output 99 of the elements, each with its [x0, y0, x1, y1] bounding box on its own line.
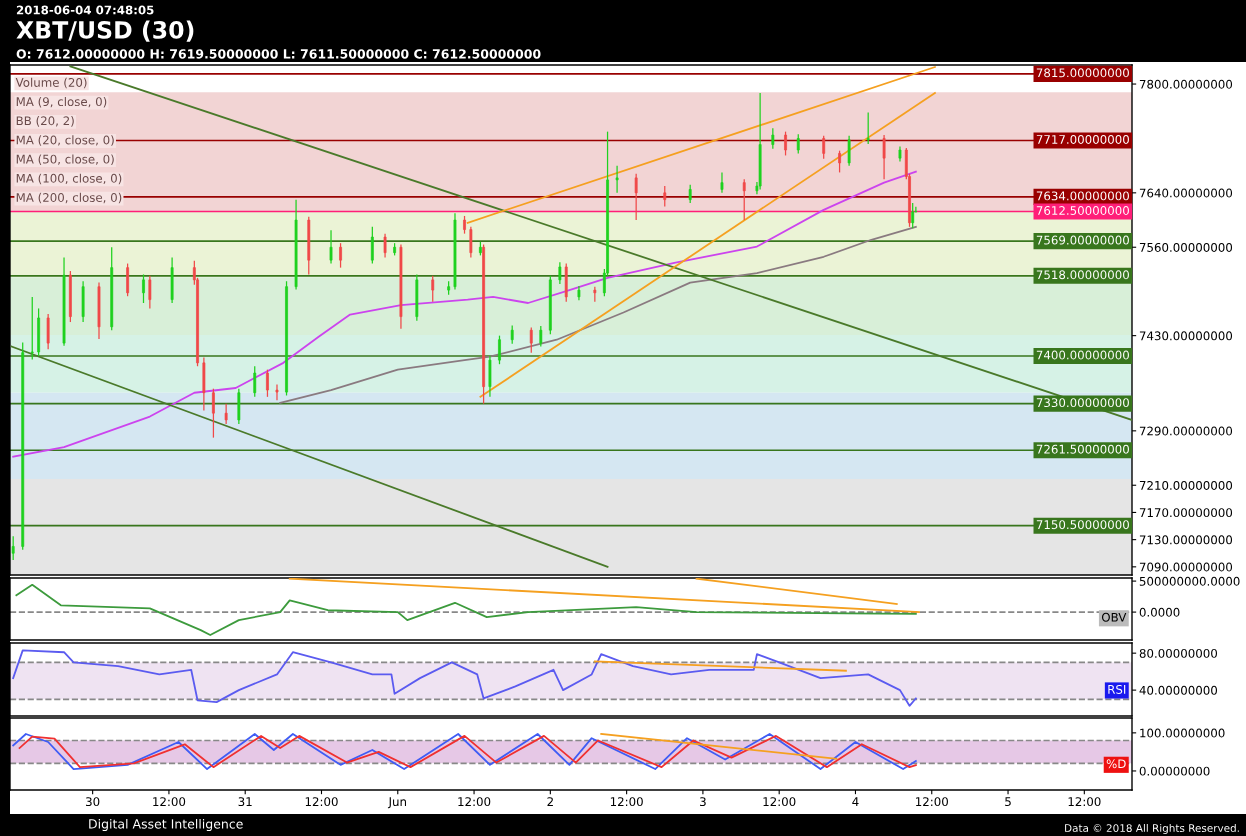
y-tick-label: 7210.00000000	[1139, 480, 1233, 490]
candlestick	[911, 202, 915, 229]
candlestick	[30, 296, 34, 361]
candlestick	[529, 326, 533, 354]
x-tick-label: 30	[86, 797, 100, 807]
y-tick-label: 80.00000000	[1139, 648, 1218, 658]
candlestick	[482, 243, 486, 405]
x-tick-label: 12:00	[305, 797, 338, 807]
chart-title: XBT/USD (30)	[16, 20, 194, 42]
x-tick-label: 5	[1005, 797, 1011, 807]
y-tick-label: 7640.00000000	[1139, 188, 1233, 198]
candlestick	[539, 325, 543, 348]
candlestick	[266, 369, 269, 398]
x-tick-label: 12:00	[458, 797, 491, 807]
candlestick	[838, 150, 841, 174]
candlestick	[479, 241, 482, 257]
candlestick	[11, 535, 15, 561]
x-tick-label: 12:00	[1068, 797, 1101, 807]
candlestick	[383, 233, 387, 259]
x-tick-label: 31	[238, 797, 252, 807]
candlestick	[866, 111, 870, 145]
line-series	[15, 583, 917, 636]
annotation: MA (50, close, 0)	[16, 154, 114, 165]
ref-line-label: 7518.00000000	[1036, 270, 1129, 280]
candlestick	[847, 135, 851, 167]
x-tick-label: 3	[700, 797, 706, 807]
candlestick	[615, 165, 619, 194]
chart-subtitle: O: 7612.00000000 H: 7619.50000000 L: 7611.50000000 C: 7612.50000000	[16, 49, 541, 59]
candlestick	[796, 133, 800, 155]
y-tick-label: 7430.00000000	[1139, 331, 1233, 341]
annotation: MA (9, close, 0)	[16, 96, 107, 108]
candlestick	[142, 273, 145, 304]
x-tick-label: 12:00	[916, 797, 948, 807]
annotation: OBV	[1101, 612, 1127, 622]
text: 2018-06-04 07:48:05	[16, 5, 154, 15]
y-tick-label: 7560.00000000	[1139, 242, 1233, 252]
x-tick-label: 12:00	[153, 797, 186, 807]
y-tick-label: 7290.00000000	[1139, 426, 1233, 436]
candlestick	[285, 280, 288, 397]
y-tick-label: 40.00000000	[1139, 685, 1218, 695]
y-tick-label: 0.00000000	[1139, 766, 1210, 776]
candlestick	[126, 262, 130, 297]
annotation: MA (20, close, 0)	[16, 135, 114, 146]
ref-line-label: 7150.50000000	[1036, 520, 1129, 530]
ref-line-label: 7261.50000000	[1036, 444, 1129, 454]
y-tick-label: 500000000.0000	[1139, 576, 1240, 586]
y-tick-label: 0.0000	[1139, 607, 1180, 617]
x-tick-label: Jun	[387, 797, 406, 809]
ref-line-label: 7569.00000000	[1036, 235, 1129, 245]
x-tick-label: 12:00	[610, 797, 643, 807]
annotation: %D	[1106, 759, 1126, 769]
x-tick-label: 12:00	[763, 797, 796, 807]
y-tick-label: 7090.00000000	[1139, 562, 1233, 572]
text: Data © 2018 All Rights Reserved.	[1065, 823, 1239, 835]
candlestick	[720, 171, 724, 194]
candlestick	[224, 403, 228, 425]
y-tick-label: 7800.00000000	[1139, 79, 1233, 89]
x-tick-label: 4	[852, 797, 859, 806]
annotation: MA (100, close, 0)	[16, 173, 122, 185]
candlestick	[510, 324, 514, 345]
candlestick	[822, 135, 826, 160]
ref-line-label: 7330.00000000	[1036, 398, 1129, 408]
ref-line-label: 7400.00000000	[1036, 350, 1129, 360]
candlestick	[148, 275, 152, 310]
line-series	[12, 649, 917, 707]
candlestick	[784, 131, 787, 157]
x-tick-label: 2	[547, 797, 553, 806]
ref-line-label: 7717.00000000	[1036, 134, 1129, 144]
y-tick-label: 7170.00000000	[1139, 508, 1233, 518]
candlestick	[212, 388, 215, 439]
annotation: RSI	[1108, 684, 1126, 694]
y-tick-label: 100.00000000	[1140, 728, 1225, 738]
candlestick	[431, 275, 435, 303]
candlestick	[771, 127, 775, 150]
line-series	[12, 170, 917, 458]
annotation: MA (200, close, 0)	[16, 192, 122, 204]
text: Digital Asset Intelligence	[89, 818, 243, 832]
ref-line-label: 7634.00000000	[1036, 191, 1129, 201]
candlestick	[370, 226, 374, 265]
annotation: Volume (20)	[15, 77, 87, 89]
candlestick	[469, 226, 473, 259]
candlestick	[663, 185, 667, 208]
candlestick	[742, 178, 746, 221]
line-series	[279, 225, 917, 404]
candlestick	[275, 383, 279, 401]
ref-line-label: 7815.00000000	[1036, 68, 1129, 78]
y-tick-label: 7130.00000000	[1139, 535, 1233, 545]
candlestick	[558, 261, 562, 285]
candlestick	[688, 184, 692, 204]
candlestick	[463, 215, 466, 235]
candlestick	[393, 242, 397, 257]
ref-line-label: 7612.50000000	[1036, 206, 1129, 215]
candlestick	[253, 365, 257, 398]
candlestick	[634, 173, 638, 221]
candlestick	[498, 335, 501, 365]
candlestick	[339, 242, 342, 269]
candlestick	[882, 134, 886, 180]
annotation: BB (20, 2)	[16, 116, 74, 127]
candlestick	[329, 229, 333, 265]
